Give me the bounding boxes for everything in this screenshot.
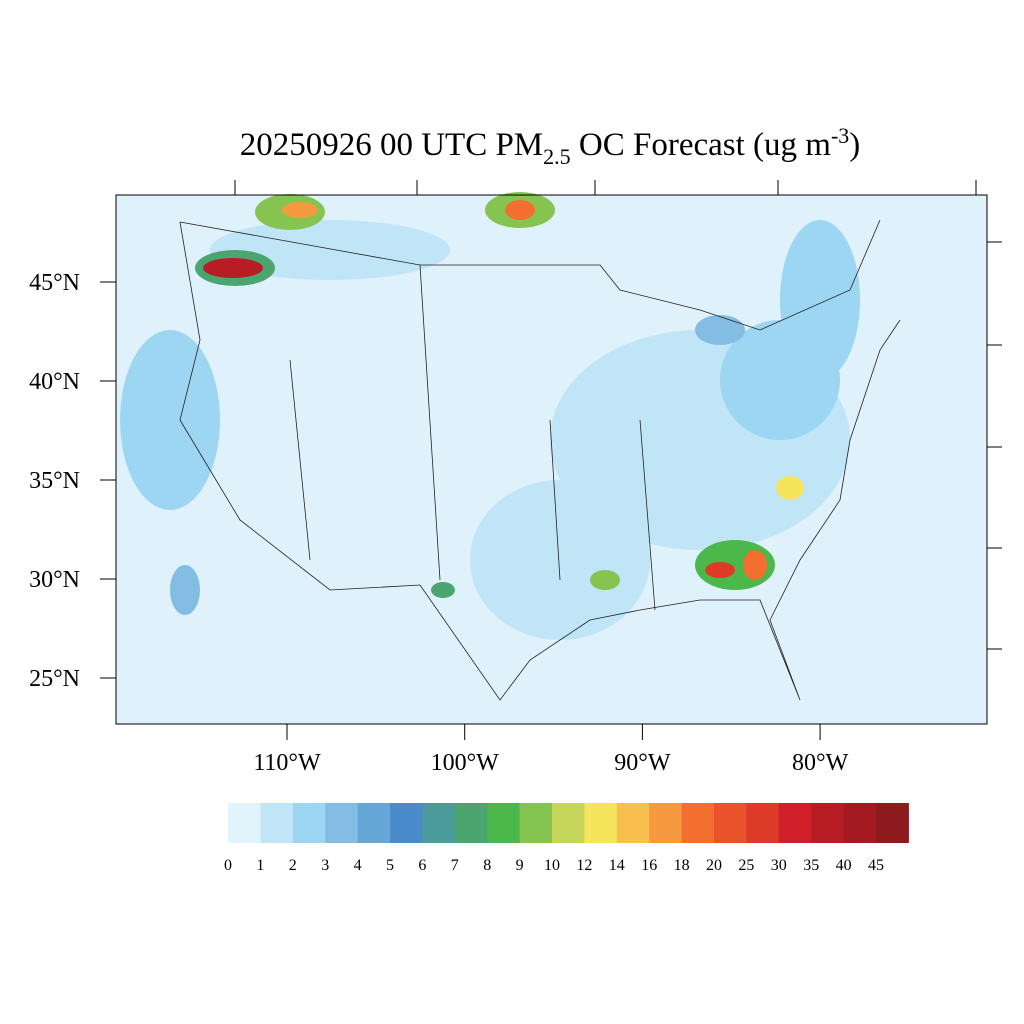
colorbar-box (519, 803, 553, 843)
colorbar-box (454, 803, 488, 843)
colorbar-label: 9 (516, 857, 524, 874)
colorbar-box (390, 803, 423, 843)
colorbar-label: 4 (354, 857, 362, 874)
colorbar-box (681, 803, 715, 843)
colorbar-box (778, 803, 812, 843)
colorbar-label: 7 (451, 857, 459, 874)
colorbar-box (292, 803, 326, 843)
colorbar-box (325, 803, 359, 843)
colorbar-box (487, 803, 521, 843)
lon-label: 90°W (614, 750, 671, 776)
colorbar-label: 5 (386, 857, 394, 874)
lat-label: 40°N (29, 369, 80, 395)
title-main: 20250926 00 UTC PM (240, 127, 543, 163)
colorbar-label: 18 (674, 857, 690, 874)
colorbar-box (552, 803, 585, 843)
lat-label: 45°N (29, 270, 80, 296)
title-sub: 2.5 (543, 144, 571, 169)
colorbar-label: 30 (771, 857, 787, 874)
colorbar-box (357, 803, 391, 843)
colorbar-box (746, 803, 780, 843)
colorbar-label: 6 (418, 857, 426, 874)
map-title: 20250926 00 UTC PM2.5 OC Forecast (ug m-… (240, 123, 861, 169)
lon-label: 80°W (792, 750, 849, 776)
colorbar-label: 12 (576, 857, 592, 874)
colorbar-label: 16 (641, 857, 657, 874)
frame-ticks (234, 180, 1002, 650)
colorbar-label: 35 (803, 857, 819, 874)
colorbar-label: 2 (289, 857, 297, 874)
colorbar-box (876, 803, 909, 843)
colorbar-box (649, 803, 683, 843)
colorbar-box (811, 803, 845, 843)
colorbar-box (260, 803, 294, 843)
colorbar-label: 8 (483, 857, 491, 874)
colorbar-box (584, 803, 618, 843)
colorbar-label: 25 (738, 857, 754, 874)
colorbar-box (843, 803, 877, 843)
colorbar-label: 3 (321, 857, 329, 874)
map-frame (115, 194, 988, 725)
lat-label: 35°N (29, 468, 80, 494)
title-end: ) (849, 127, 860, 163)
colorbar-label: 20 (706, 857, 722, 874)
colorbar-label: 40 (836, 857, 852, 874)
lat-label: 30°N (29, 567, 80, 593)
lon-label: 110°W (253, 750, 321, 776)
colorbar-label: 0 (224, 857, 232, 874)
map-field (116, 192, 987, 724)
colorbar-box (228, 803, 261, 843)
title-middle: OC Forecast (ug m (571, 127, 832, 163)
colorbar-label: 1 (256, 857, 264, 874)
lat-label: 25°N (29, 666, 80, 692)
colorbar-label: 14 (609, 857, 625, 874)
colorbar-box (714, 803, 747, 843)
colorbar-box (422, 803, 456, 843)
title-sup: -3 (831, 123, 849, 148)
colorbar-box (616, 803, 650, 843)
lon-label: 100°W (431, 750, 500, 776)
colorbar-label: 45 (868, 857, 884, 874)
colorbar-label: 10 (544, 857, 560, 874)
